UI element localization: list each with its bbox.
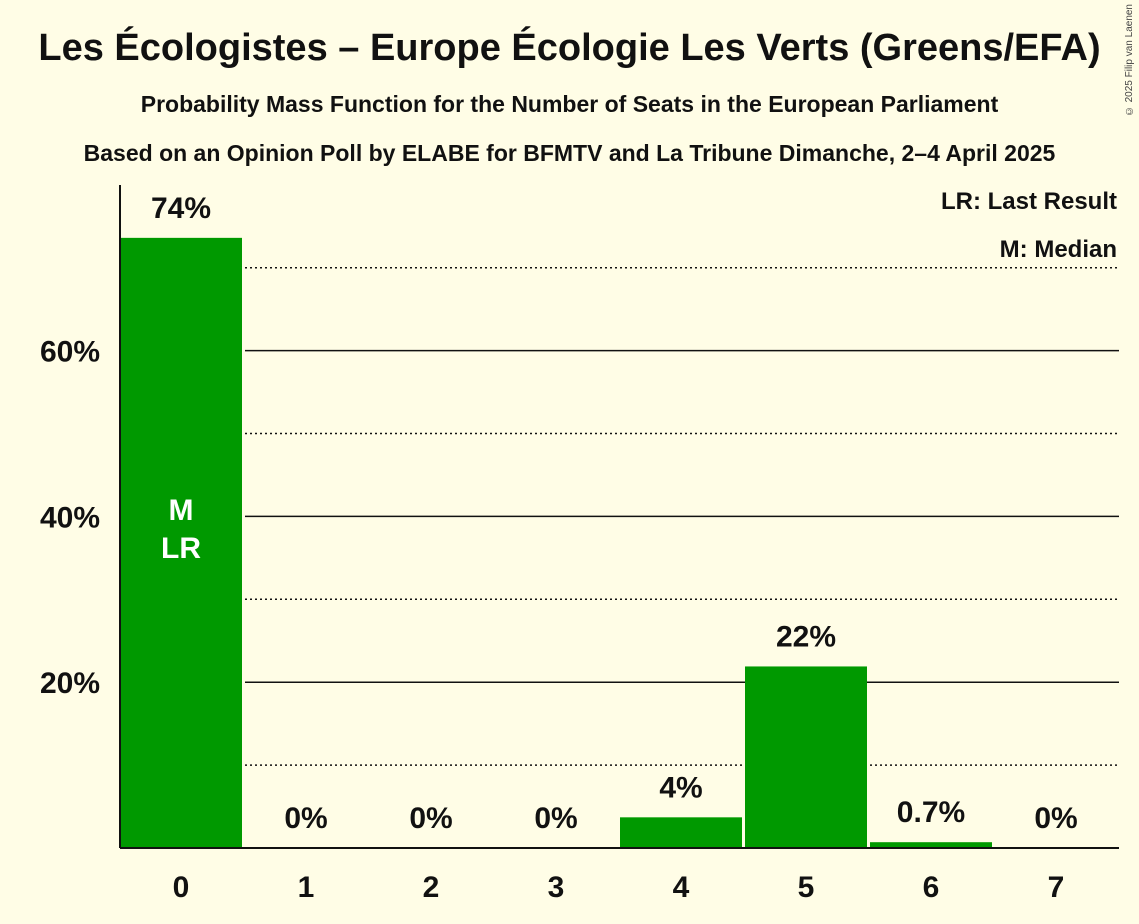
x-tick-label: 4 [673,871,690,904]
x-tick-label: 3 [548,871,565,904]
x-tick-label: 0 [173,871,190,904]
y-tick-label: 20% [40,667,100,700]
y-tick-label: 60% [40,336,100,369]
chart-title: Les Écologistes – Europe Écologie Les Ve… [38,27,1101,69]
last-result-marker: LR [161,532,201,565]
y-tick-label: 40% [40,501,100,534]
x-tick-label: 2 [423,871,440,904]
data-label: 0% [1034,802,1077,835]
chart-source: Based on an Opinion Poll by ELABE for BF… [83,140,1056,166]
data-label: 0% [409,802,452,835]
data-label: 74% [151,192,211,225]
data-label: 0.7% [897,796,965,829]
x-tick-label: 6 [923,871,940,904]
legend-median: M: Median [1000,236,1117,263]
data-label: 4% [659,771,702,804]
x-tick-label: 7 [1048,871,1065,904]
x-tick-label: 5 [798,871,815,904]
bar-seat-5 [745,666,867,848]
bar-seat-4 [620,817,742,848]
data-label: 0% [284,802,327,835]
chart-subtitle: Probability Mass Function for the Number… [140,91,999,117]
bar-seat-0 [120,237,242,848]
legend-last-result: LR: Last Result [941,188,1117,215]
median-marker: M [169,494,194,527]
x-tick-label: 1 [298,871,315,904]
data-label: 22% [776,620,836,653]
data-label: 0% [534,802,577,835]
bar-seat-6 [870,842,992,848]
